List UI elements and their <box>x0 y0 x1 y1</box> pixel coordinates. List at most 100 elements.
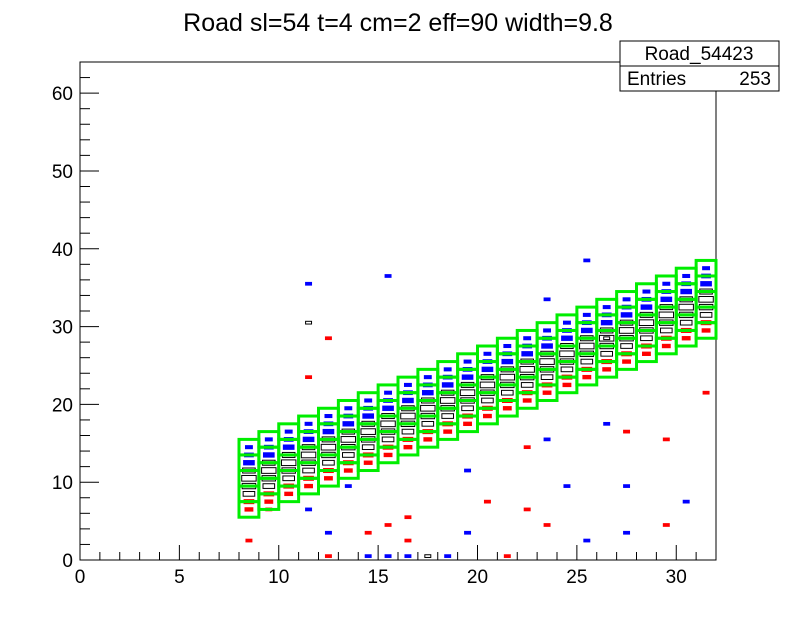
hit-cell <box>403 382 412 387</box>
hit-cell <box>563 484 571 488</box>
hit-cell <box>700 281 712 287</box>
hit-cell <box>583 538 591 543</box>
hit-cell <box>300 451 317 459</box>
hit-cell <box>502 406 512 411</box>
hit-cell <box>284 429 293 434</box>
stats-box: Road_54423 Entries 253 <box>619 40 780 92</box>
hit-cell <box>305 507 313 512</box>
hit-cell <box>562 382 572 388</box>
hit-cell <box>245 538 253 543</box>
hit-cell <box>364 398 373 403</box>
hit-cell <box>423 437 433 442</box>
hit-cell <box>642 289 651 294</box>
hit-cell <box>658 311 675 319</box>
y-tick-label: 10 <box>52 473 73 494</box>
hit-cell <box>439 397 456 404</box>
hit-cell <box>582 312 591 317</box>
hit-cell <box>660 296 673 303</box>
hit-cell <box>543 328 552 333</box>
hit-cell <box>523 336 532 341</box>
hit-cell <box>384 390 393 395</box>
hit-cell <box>640 335 653 342</box>
hit-cell <box>483 351 492 356</box>
hit-cell <box>681 336 691 341</box>
hit-cell <box>542 390 552 395</box>
hit-cell <box>662 523 670 527</box>
hit-cell <box>364 554 372 558</box>
hit-cell <box>579 342 595 350</box>
hit-cell <box>324 554 332 558</box>
hit-cell <box>501 358 514 365</box>
hit-cell <box>464 530 472 535</box>
hit-cell <box>262 483 276 489</box>
hit-cell <box>483 499 491 504</box>
hit-cell <box>661 343 671 349</box>
hit-cell <box>562 320 571 325</box>
hit-cell <box>543 437 551 442</box>
hit-cell <box>702 390 710 395</box>
hit-cell <box>402 397 414 404</box>
hit-cell <box>539 358 555 365</box>
hit-cell <box>382 405 394 411</box>
hit-cell <box>280 459 297 467</box>
hit-cell <box>623 484 631 488</box>
hit-cell <box>461 374 474 380</box>
hit-cell <box>600 350 613 357</box>
axes: 0 5 10 15 20 25 30 0 10 20 30 40 50 60 <box>52 61 717 588</box>
hit-cell <box>543 297 551 302</box>
hit-cell <box>380 420 396 428</box>
hit-cell <box>479 381 496 389</box>
hit-cell <box>662 281 671 286</box>
y-tick-label: 20 <box>52 395 73 416</box>
hit-cell <box>343 468 353 473</box>
hit-cell <box>340 436 357 443</box>
hit-cell <box>461 405 474 412</box>
hit-cell <box>324 414 333 419</box>
hit-cell <box>623 530 631 535</box>
hit-cell <box>264 499 274 504</box>
hit-cell <box>421 420 435 427</box>
stats-histogram-name: Road_54423 <box>645 44 754 65</box>
hit-cell <box>404 554 412 558</box>
x-tick-label: 10 <box>268 567 289 588</box>
hit-cell <box>361 444 375 451</box>
hit-cell <box>620 312 633 318</box>
hit-cell <box>680 288 693 295</box>
hit-cell <box>561 335 573 341</box>
hit-cell <box>304 421 313 426</box>
hit-cell <box>320 443 337 451</box>
chart-title: Road sl=54 t=4 cm=2 eff=90 width=9.8 <box>183 9 613 37</box>
hit-cell <box>623 429 631 434</box>
hit-cell <box>302 467 315 474</box>
x-tick-label: 0 <box>75 567 86 588</box>
hit-cell <box>543 523 551 527</box>
hit-cell <box>523 445 531 450</box>
x-tick-label: 5 <box>174 567 185 588</box>
hit-cell <box>483 413 492 419</box>
hit-cell <box>360 428 376 435</box>
hit-cell <box>519 366 535 373</box>
hit-cell <box>383 452 393 458</box>
hit-cell <box>602 305 611 310</box>
hit-cell <box>682 273 691 279</box>
hit-cell <box>499 373 516 381</box>
hit-cell <box>463 359 472 364</box>
hit-cell <box>701 328 711 333</box>
hit-cell <box>521 351 534 357</box>
x-tick-label: 15 <box>368 567 389 588</box>
hit-cell <box>501 389 514 396</box>
hit-cell <box>403 444 413 450</box>
hit-cell <box>304 483 313 489</box>
hit-cell <box>421 390 434 396</box>
y-tick-label: 50 <box>52 162 73 183</box>
hit-cell <box>580 358 594 365</box>
hit-cell <box>384 554 392 558</box>
hit-cell <box>559 350 575 358</box>
hit-cell <box>423 375 432 380</box>
hit-cell <box>582 374 592 380</box>
y-tick-label: 0 <box>62 551 73 572</box>
hit-cell <box>305 281 313 286</box>
hit-cell <box>262 452 275 458</box>
